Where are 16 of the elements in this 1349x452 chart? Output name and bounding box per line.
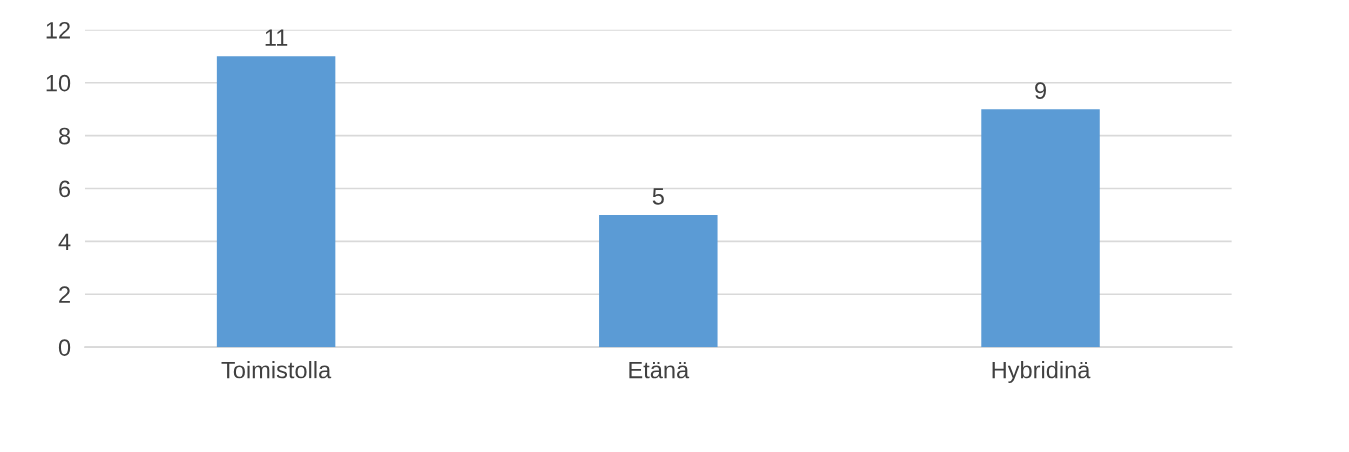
data-label: 5 xyxy=(652,188,664,205)
y-tick-label: 6 xyxy=(59,180,71,198)
x-tick-label: Toimistolla xyxy=(221,361,332,379)
y-tick-label: 4 xyxy=(58,233,71,250)
y-tick-label: 0 xyxy=(58,339,71,356)
y-tick-label: 8 xyxy=(58,127,71,145)
y-tick-label: 12 xyxy=(46,21,70,39)
x-tick-label: Hybridinä xyxy=(992,361,1091,384)
data-label: 11 xyxy=(265,29,288,46)
y-tick-label: 10 xyxy=(46,74,71,92)
bar xyxy=(216,56,336,348)
data-label: 9 xyxy=(1035,82,1046,99)
x-tick-label: Etänä xyxy=(629,361,690,379)
bar xyxy=(981,109,1100,348)
y-tick-label: 2 xyxy=(59,286,70,303)
bar xyxy=(599,214,718,348)
